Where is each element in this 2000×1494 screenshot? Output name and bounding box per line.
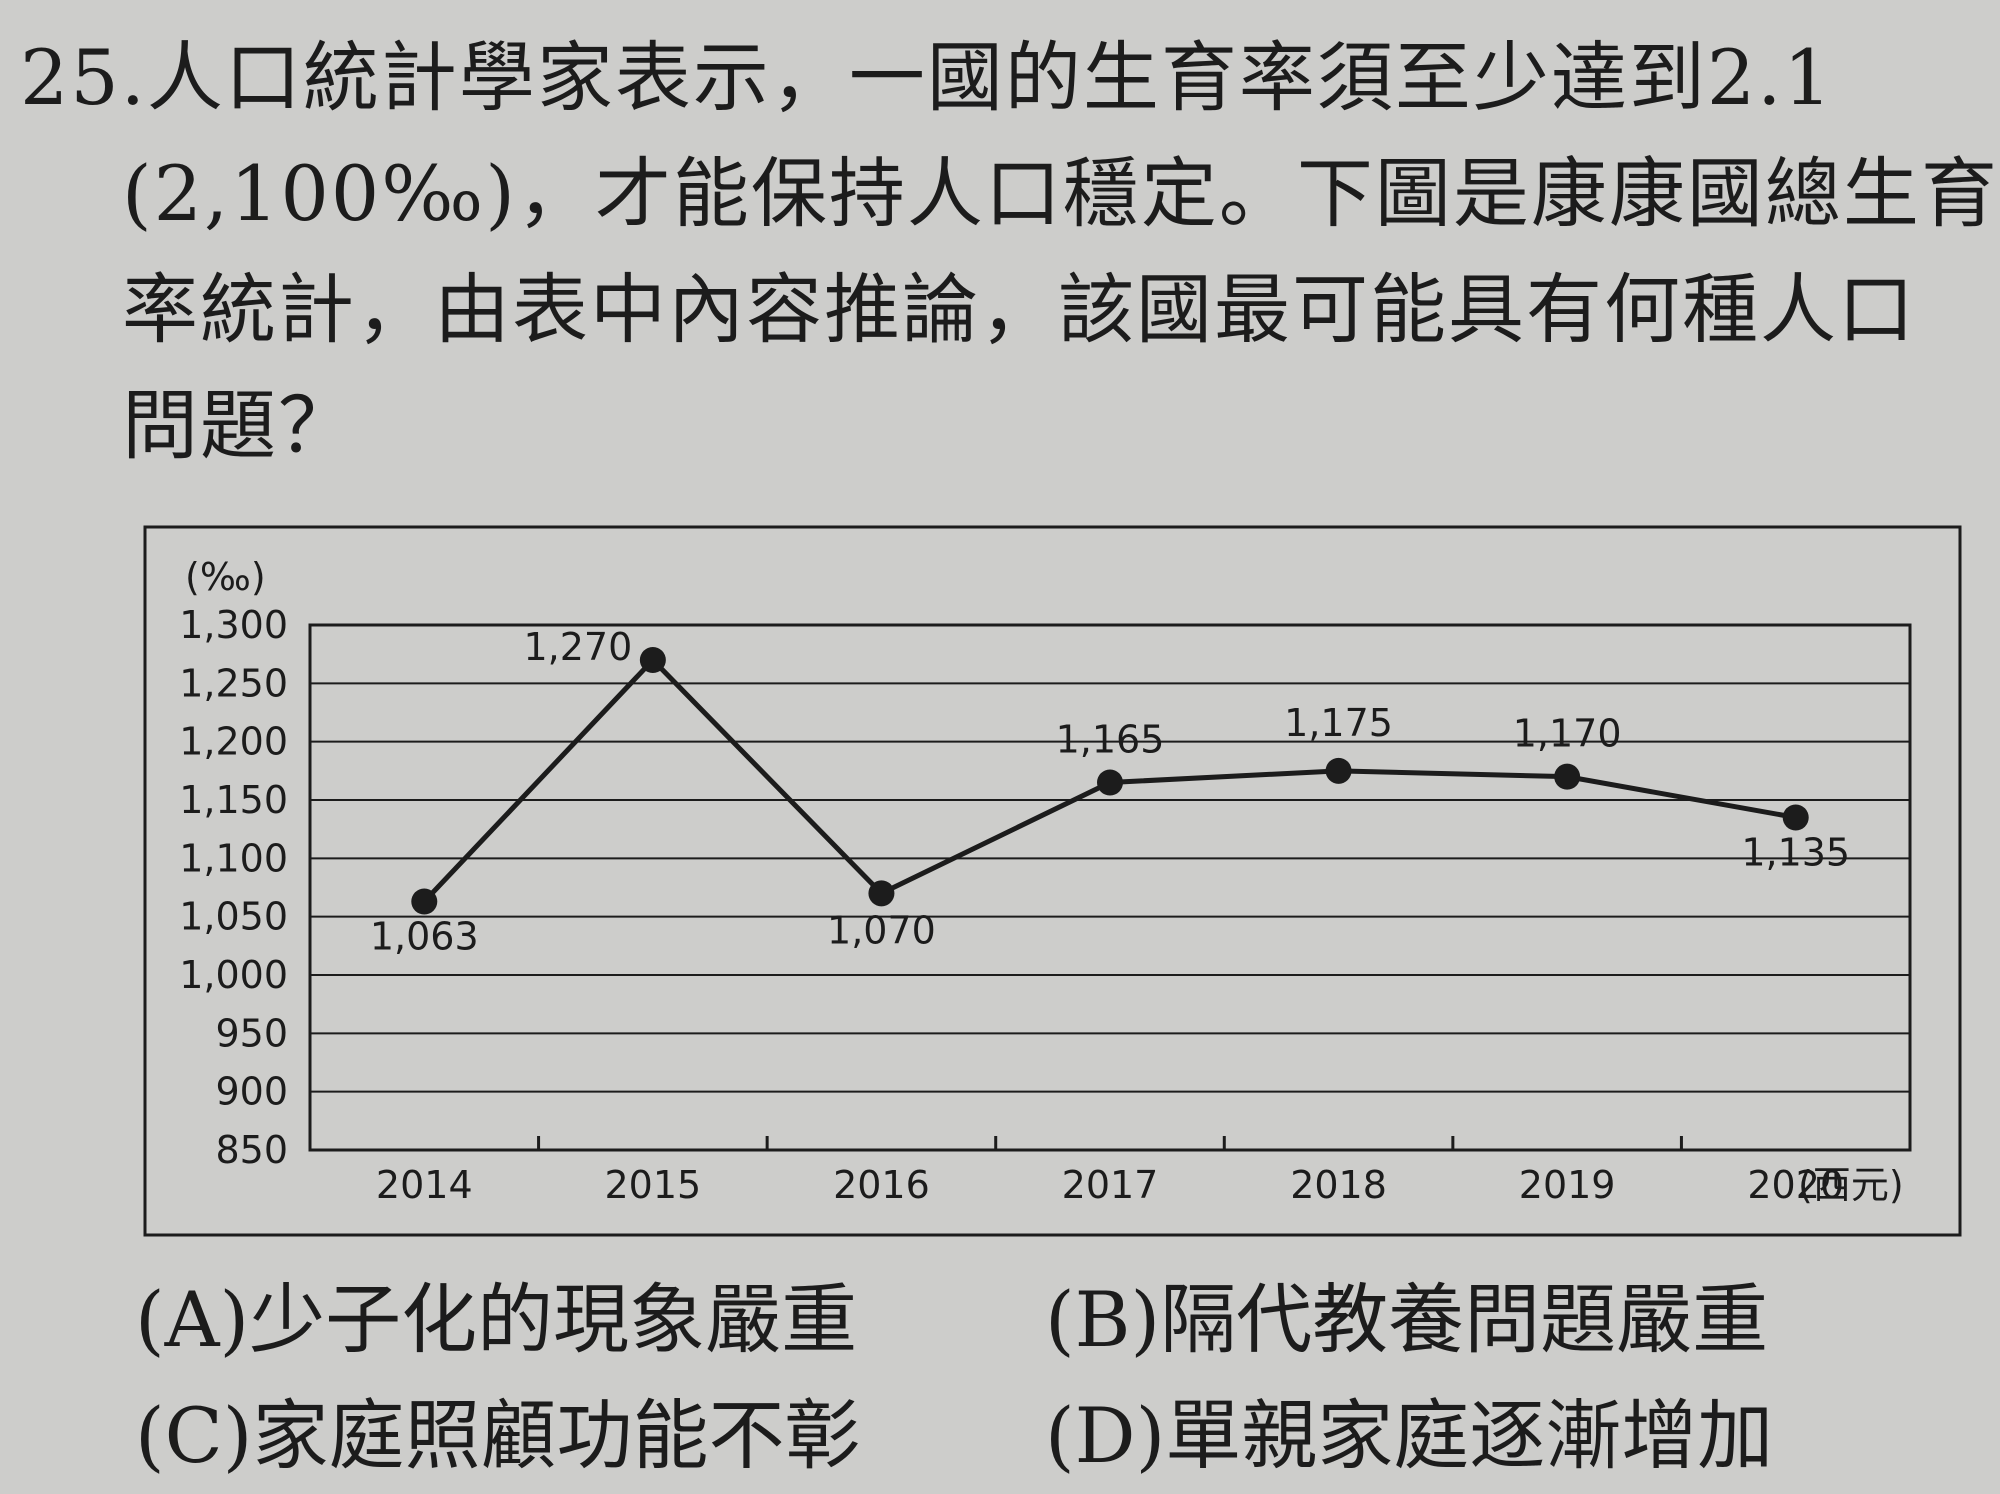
data-label: 1,063	[370, 915, 479, 959]
data-points	[411, 647, 1809, 915]
question-line-1: 25.人口統計學家表示，一國的生育率須至少達到2.1	[20, 33, 1834, 122]
y-axis-unit-label: (‰)	[185, 555, 266, 599]
data-label: 1,170	[1513, 712, 1622, 756]
x-tick-label: 2019	[1519, 1163, 1616, 1207]
chart-outer-frame	[143, 525, 1962, 1237]
question-line-3: 率統計，由表中內容推論，該國最可能具有何種人口	[122, 265, 1916, 354]
y-tick-label: 850	[215, 1128, 288, 1172]
data-label: 1,270	[523, 625, 632, 669]
data-label: 1,165	[1056, 718, 1165, 762]
data-labels: 1,063 1,270 1,070 1,165 1,175 1,170 1,135	[370, 625, 1850, 959]
y-axis-ticks: 850 900 950 1,000 1,050 1,100 1,150 1,200 1,250 1…	[179, 603, 288, 1172]
x-tick-label: 2017	[1062, 1163, 1159, 1207]
plot-area	[308, 623, 1912, 1152]
x-tick-label: 2018	[1290, 1163, 1387, 1207]
option-a[interactable]: (A)少子化的現象嚴重	[135, 1275, 858, 1364]
x-tick-label: 2014	[376, 1163, 473, 1207]
y-tick-label: 1,300	[179, 603, 288, 647]
data-label: 1,135	[1741, 831, 1850, 875]
y-tick-label: 950	[215, 1011, 288, 1055]
y-tick-label: 1,250	[179, 661, 288, 705]
option-d[interactable]: (D)單親家庭逐漸增加	[1045, 1391, 1774, 1480]
question-line-4: 問題？	[122, 381, 356, 470]
y-tick-label: 1,000	[179, 953, 288, 997]
gridlines	[310, 682, 1910, 1093]
question-text: 25.人口統計學家表示，一國的生育率須至少達到2.1 (2,100‰)，才能保持…	[20, 20, 1999, 484]
y-tick-label: 1,200	[179, 720, 288, 764]
x-tick-label: 2020	[1747, 1163, 1844, 1207]
data-point	[1554, 763, 1581, 790]
data-point	[639, 647, 666, 673]
data-point	[868, 880, 895, 907]
y-tick-label: 1,100	[179, 836, 288, 880]
x-tick-label: 2016	[833, 1163, 930, 1207]
x-tick-label: 2015	[604, 1163, 701, 1207]
x-axis-ticks: 2014 2015 2016 2017 2018 2019 2020	[376, 1136, 1844, 1207]
data-point	[1325, 757, 1352, 784]
y-tick-label: 900	[215, 1070, 288, 1114]
option-b[interactable]: (B)隔代教養問題嚴重	[1045, 1275, 1769, 1364]
y-tick-label: 1,150	[179, 778, 288, 822]
data-label: 1,070	[827, 908, 936, 952]
y-tick-label: 1,050	[179, 895, 288, 939]
data-point	[411, 888, 438, 915]
x-axis-unit-label: (西元)	[1798, 1163, 1904, 1207]
option-c[interactable]: (C)家庭照顧功能不彰	[135, 1391, 861, 1480]
question-line-2: (2,100‰)，才能保持人口穩定。下圖是康康國總生育	[122, 149, 1999, 238]
data-label: 1,175	[1284, 701, 1393, 745]
data-point	[1782, 804, 1809, 831]
data-point	[1097, 769, 1123, 796]
